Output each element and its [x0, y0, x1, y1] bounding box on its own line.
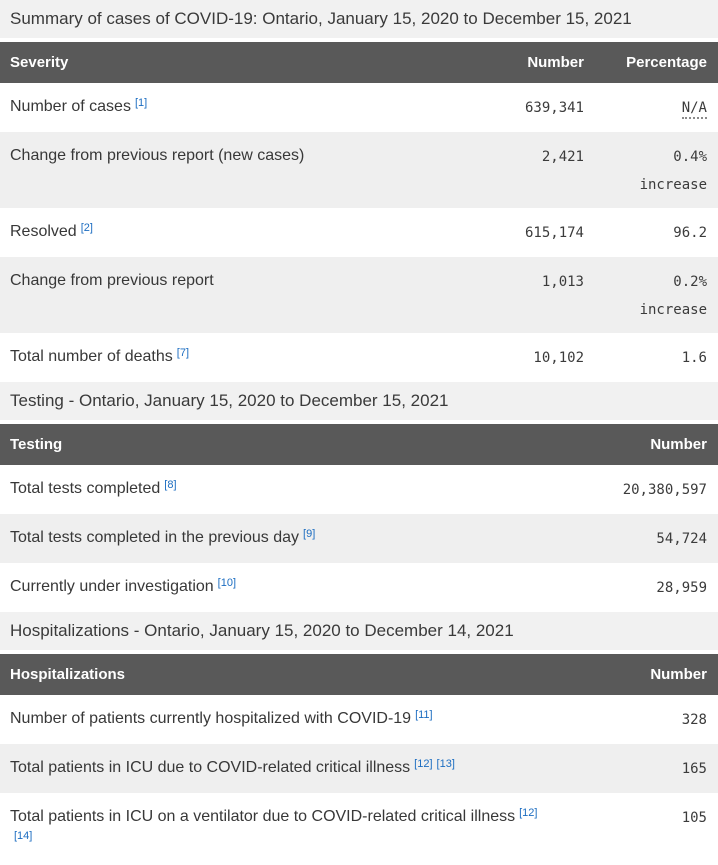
- row-label-text: Currently under investigation: [10, 578, 214, 595]
- number-column-header: Number: [560, 654, 718, 695]
- footnote-link[interactable]: [8]: [164, 479, 177, 491]
- table-row: Total tests completed in the previous da…: [0, 514, 718, 563]
- number-value: 54,724: [656, 531, 707, 547]
- number-value: 20,380,597: [622, 482, 707, 498]
- footnote-link[interactable]: [2]: [80, 222, 93, 234]
- testing-column-header: Testing: [0, 424, 560, 465]
- table-row: Total number of deaths [7] 10,102 1.6: [0, 333, 718, 382]
- percentage-value: 96.2: [673, 225, 707, 241]
- row-label-text: Total patients in ICU on a ventilator du…: [10, 808, 516, 825]
- number-column-header: Number: [444, 42, 584, 83]
- summary-caption: Summary of cases of COVID-19: Ontario, J…: [0, 0, 718, 38]
- row-label: Number of patients currently hospitalize…: [0, 695, 560, 744]
- row-label-text: Resolved: [10, 223, 77, 240]
- percentage-value: 1.6: [681, 350, 707, 366]
- footnote-link[interactable]: [9]: [303, 528, 316, 540]
- table-row: Total patients in ICU on a ventilator du…: [0, 793, 718, 865]
- testing-table: Testing Number Total tests completed [8] …: [0, 424, 718, 612]
- row-label-text: Total number of deaths: [10, 348, 173, 365]
- footnote-link[interactable]: [12]: [414, 758, 433, 770]
- testing-header-row: Testing Number: [0, 424, 718, 465]
- hospitalizations-caption: Hospitalizations - Ontario, January 15, …: [0, 612, 718, 650]
- footnote-link[interactable]: [14]: [14, 830, 33, 842]
- row-label: Total tests completed in the previous da…: [0, 514, 560, 563]
- row-label-text: Change from previous report: [10, 272, 214, 289]
- table-row: Resolved [2] 615,174 96.2: [0, 208, 718, 257]
- number-value: 105: [681, 810, 707, 826]
- number-value: 1,013: [541, 274, 584, 290]
- percentage-qualifier: increase: [639, 177, 707, 193]
- row-label: Total number of deaths [7]: [0, 333, 444, 382]
- row-label-text: Total tests completed in the previous da…: [10, 529, 300, 546]
- row-label: Number of cases [1]: [0, 83, 444, 132]
- number-value: 165: [681, 761, 707, 777]
- severity-table: Severity Number Percentage Number of cas…: [0, 42, 718, 382]
- number-column-header: Number: [560, 424, 718, 465]
- hospitalizations-column-header: Hospitalizations: [0, 654, 560, 695]
- percentage-number: 0.2%: [673, 274, 707, 290]
- percentage-column-header: Percentage: [584, 42, 718, 83]
- row-label: Total tests completed [8]: [0, 465, 560, 514]
- hospitalizations-header-row: Hospitalizations Number: [0, 654, 718, 695]
- table-row: Number of cases [1] 639,341 N/A: [0, 83, 718, 132]
- severity-header-row: Severity Number Percentage: [0, 42, 718, 83]
- percentage-number: 0.4%: [673, 149, 707, 165]
- row-label: Currently under investigation [10]: [0, 563, 560, 612]
- row-label: Total patients in ICU on a ventilator du…: [0, 793, 560, 865]
- number-value: 28,959: [656, 580, 707, 596]
- number-value: 2,421: [541, 149, 584, 165]
- table-row: Currently under investigation [10] 28,959: [0, 563, 718, 612]
- row-label-text: Change from previous report (new cases): [10, 147, 305, 164]
- percentage-qualifier: increase: [639, 302, 707, 318]
- row-label-text: Number of patients currently hospitalize…: [10, 710, 412, 727]
- hospitalizations-table: Hospitalizations Number Number of patien…: [0, 654, 718, 865]
- percentage-value: N/A: [584, 83, 718, 132]
- number-value: 639,341: [524, 100, 584, 116]
- percentage-value: 0.4% increase: [584, 132, 718, 208]
- severity-column-header: Severity: [0, 42, 444, 83]
- number-value: 615,174: [524, 225, 584, 241]
- row-label: Total patients in ICU due to COVID-relat…: [0, 744, 560, 793]
- not-applicable-abbr: N/A: [681, 100, 707, 119]
- table-row: Change from previous report (new cases) …: [0, 132, 718, 208]
- percentage-value: 0.2% increase: [584, 257, 718, 333]
- row-label-text: Total tests completed: [10, 480, 161, 497]
- testing-caption: Testing - Ontario, January 15, 2020 to D…: [0, 382, 718, 420]
- table-row: Change from previous report 1,013 0.2% in…: [0, 257, 718, 333]
- number-value: 328: [681, 712, 707, 728]
- footnote-link[interactable]: [7]: [176, 347, 189, 359]
- row-label: Resolved [2]: [0, 208, 444, 257]
- footnote-link[interactable]: [12]: [519, 807, 538, 819]
- number-value: 10,102: [533, 350, 584, 366]
- footnote-link[interactable]: [11]: [415, 709, 433, 721]
- row-label-text: Total patients in ICU due to COVID-relat…: [10, 759, 411, 776]
- footnote-link[interactable]: [1]: [134, 97, 148, 109]
- row-label-text: Number of cases: [10, 98, 131, 115]
- footnote-link[interactable]: [10]: [217, 577, 237, 589]
- table-row: Total patients in ICU due to COVID-relat…: [0, 744, 718, 793]
- row-label: Change from previous report: [0, 257, 444, 333]
- footnote-link[interactable]: [13]: [436, 758, 455, 770]
- row-label: Change from previous report (new cases): [0, 132, 444, 208]
- table-row: Total tests completed [8] 20,380,597: [0, 465, 718, 514]
- table-row: Number of patients currently hospitalize…: [0, 695, 718, 744]
